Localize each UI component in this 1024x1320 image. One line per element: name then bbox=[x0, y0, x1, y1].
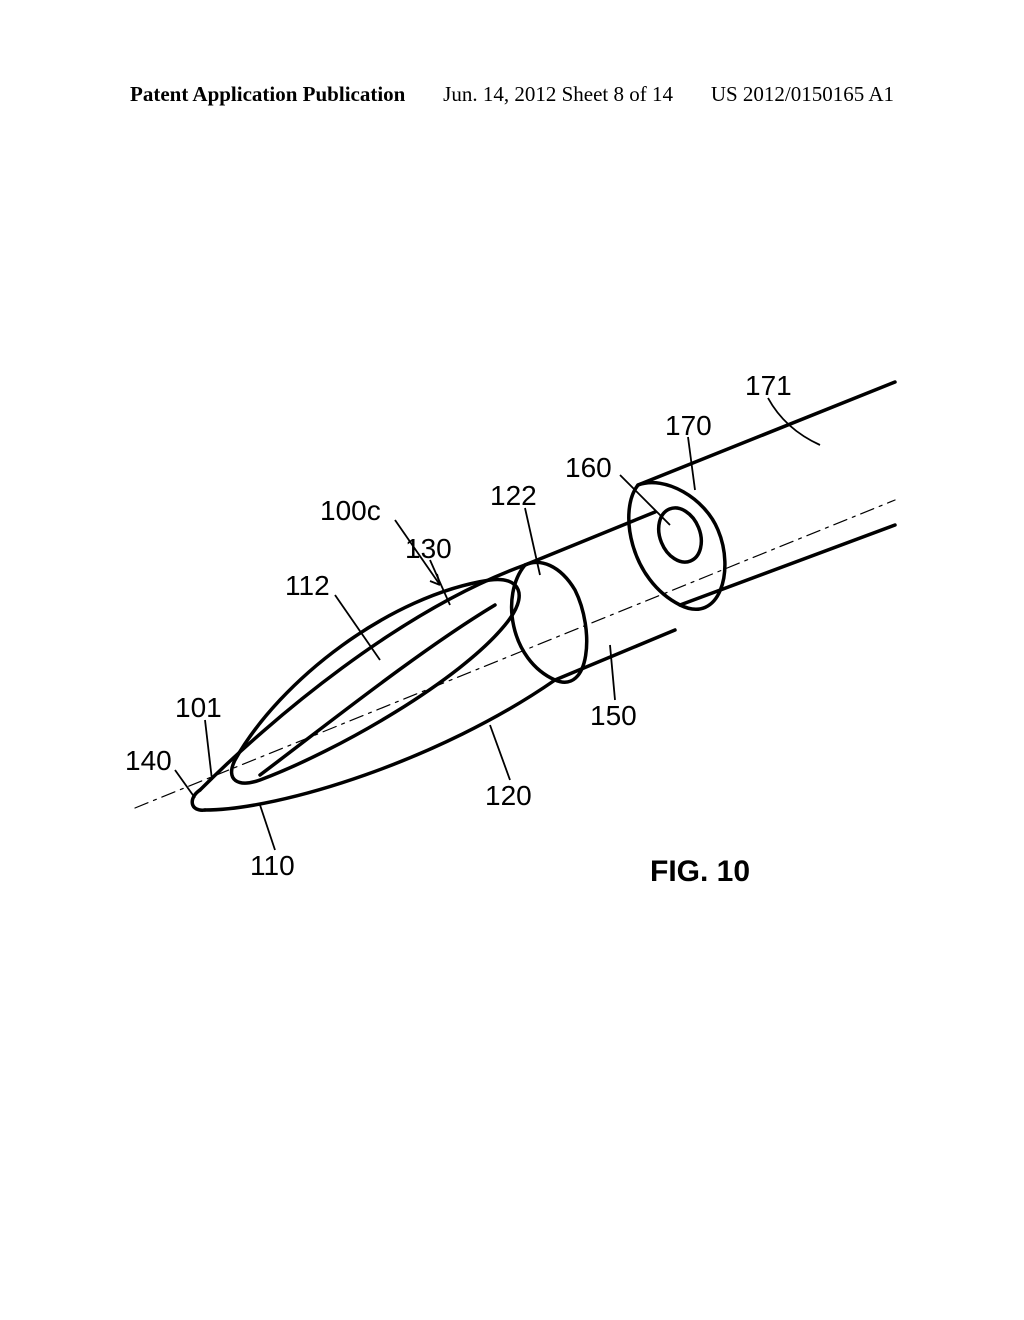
header-right: US 2012/0150165 A1 bbox=[711, 82, 894, 107]
label-171: 171 bbox=[745, 370, 792, 402]
label-101: 101 bbox=[175, 692, 222, 724]
label-100c: 100c bbox=[320, 495, 381, 527]
page-header: Patent Application Publication Jun. 14, … bbox=[0, 82, 1024, 107]
label-120: 120 bbox=[485, 780, 532, 812]
label-130: 130 bbox=[405, 533, 452, 565]
header-left: Patent Application Publication bbox=[130, 82, 405, 107]
figure-10: 171 170 160 122 100c 130 112 101 140 110… bbox=[120, 380, 900, 920]
figure-caption: FIG. 10 bbox=[650, 855, 750, 889]
figure-drawing bbox=[120, 380, 900, 920]
label-140: 140 bbox=[125, 745, 172, 777]
label-150: 150 bbox=[590, 700, 637, 732]
label-112: 112 bbox=[285, 570, 330, 602]
label-160: 160 bbox=[565, 452, 612, 484]
label-170: 170 bbox=[665, 410, 712, 442]
header-center: Jun. 14, 2012 Sheet 8 of 14 bbox=[443, 82, 673, 107]
label-110: 110 bbox=[250, 850, 295, 882]
label-122: 122 bbox=[490, 480, 537, 512]
